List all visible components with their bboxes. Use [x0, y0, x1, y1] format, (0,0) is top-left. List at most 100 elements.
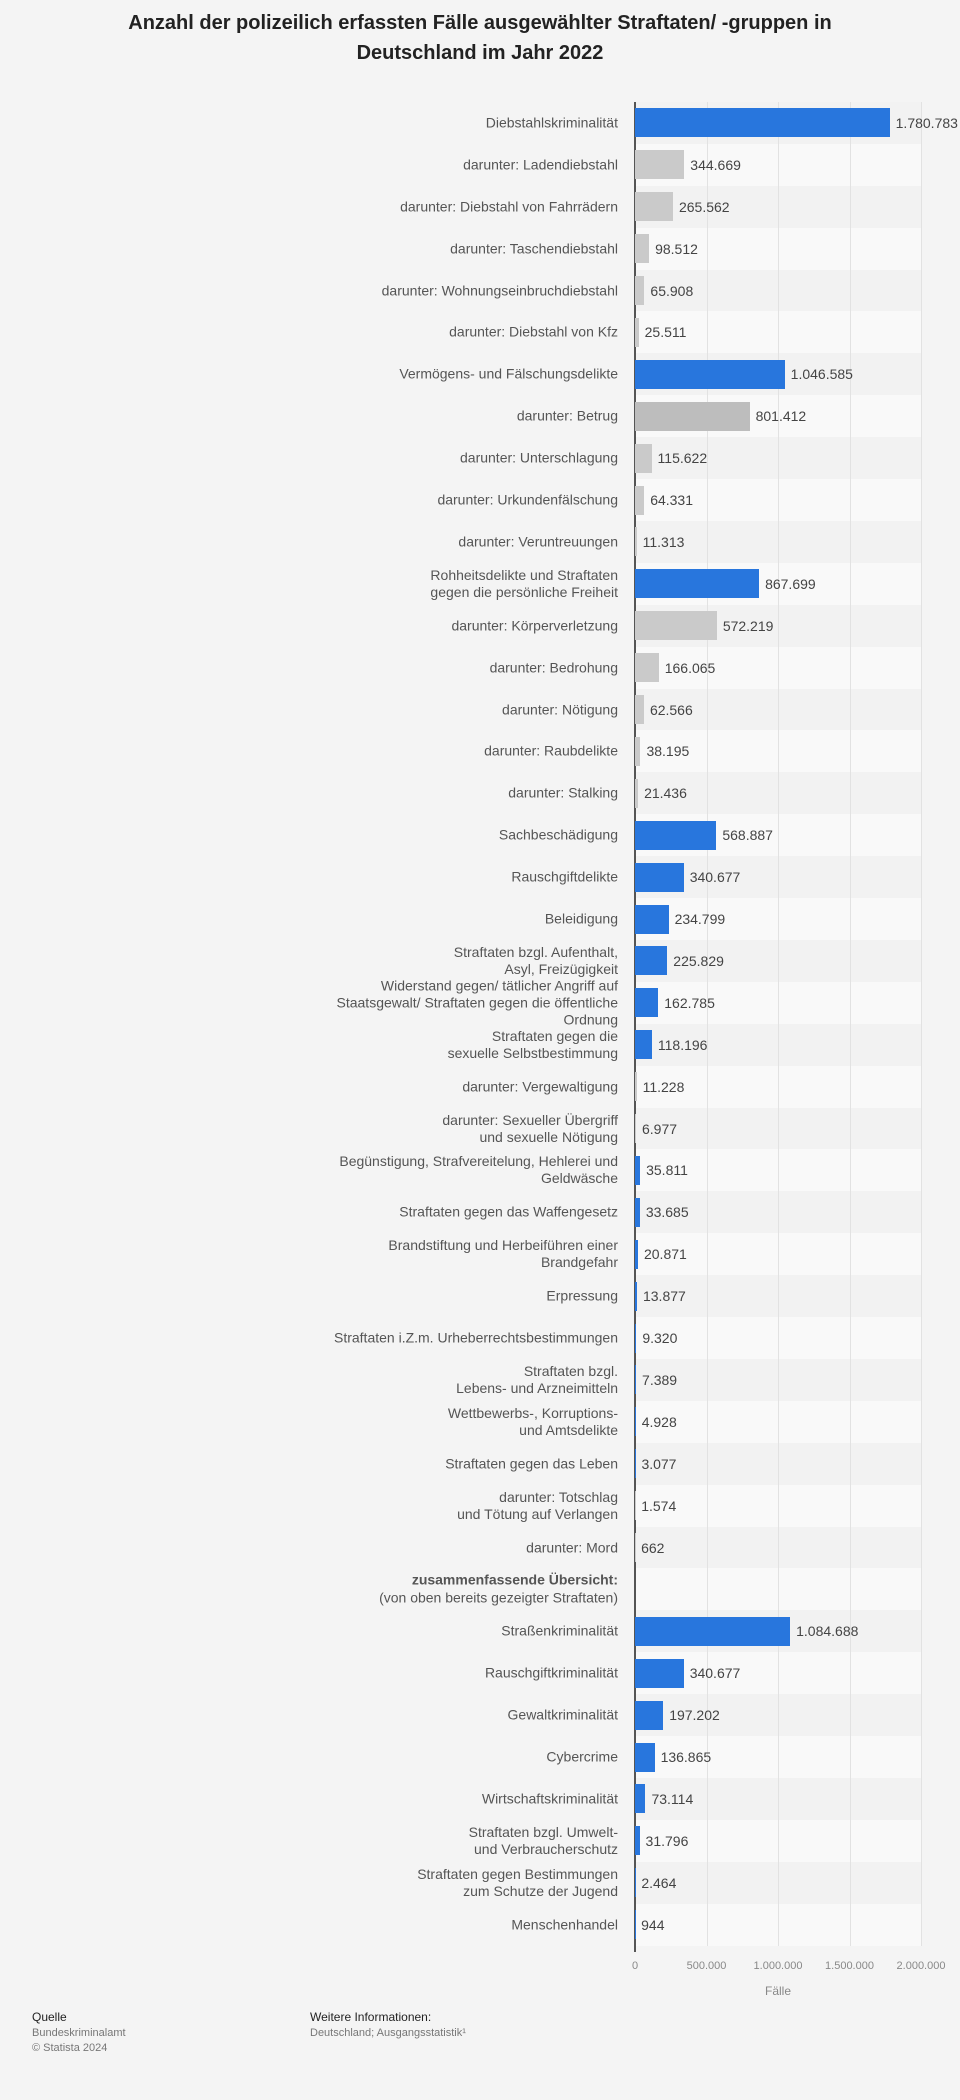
value-label: 572.219 — [722, 617, 774, 634]
category-label: darunter: Unterschlagung — [460, 449, 618, 466]
category-label: Straßenkriminalität — [501, 1622, 618, 1639]
value-label: 1.046.585 — [790, 366, 853, 383]
x-tick-label: 1.500.000 — [825, 1959, 874, 1972]
category-label: Straftaten bzgl. Aufenthalt, Asyl, Freiz… — [453, 943, 618, 977]
bar — [635, 1155, 641, 1185]
bar — [635, 1910, 636, 1940]
bar — [635, 1826, 640, 1856]
category-label: Sachbeschädigung — [498, 826, 618, 843]
category-label: Straftaten gegen Bestimmungen zum Schutz… — [417, 1865, 618, 1899]
section-title: zusammenfassende Übersicht: — [411, 1571, 618, 1588]
value-label: 568.887 — [722, 827, 773, 844]
bar — [635, 150, 685, 180]
bar — [635, 653, 659, 683]
bar — [635, 1407, 636, 1437]
category-label: Brandstiftung und Herbeiführen einer Bra… — [388, 1237, 618, 1271]
value-label: 197.202 — [669, 1707, 720, 1724]
bar — [635, 611, 717, 641]
bar — [635, 1365, 637, 1395]
source-heading: Quelle — [32, 2010, 67, 2024]
bar — [635, 778, 639, 808]
category-label: Straftaten bzgl. Lebens- und Arzneimitte… — [456, 1362, 618, 1396]
bar — [635, 1114, 636, 1144]
x-tick-label: 500.000 — [686, 1959, 727, 1972]
bar — [635, 820, 717, 850]
category-label: Menschenhandel — [511, 1916, 618, 1933]
value-label: 867.699 — [765, 575, 816, 592]
value-label: 73.114 — [651, 1790, 694, 1807]
value-label: 801.412 — [755, 408, 807, 425]
category-label: Rauschgiftdelikte — [511, 868, 618, 885]
category-label: darunter: Diebstahl von Kfz — [449, 323, 618, 340]
category-label: Cybercrime — [546, 1748, 618, 1765]
category-label: Straftaten i.Z.m. Urheberrechtsbestimmun… — [333, 1329, 618, 1346]
bar — [635, 1323, 637, 1353]
bar — [635, 695, 644, 725]
category-label: darunter: Totschlag und Tötung auf Verla… — [457, 1488, 618, 1522]
bar — [635, 904, 669, 934]
category-label: darunter: Körperverletzung — [451, 617, 618, 634]
bar — [635, 527, 637, 557]
bar — [635, 988, 659, 1018]
bar — [635, 1658, 684, 1688]
category-label: Straftaten gegen das Leben — [445, 1455, 618, 1472]
value-label: 234.799 — [674, 911, 726, 928]
bar — [635, 276, 645, 306]
bar — [635, 1784, 646, 1814]
category-label: Gewaltkriminalität — [507, 1706, 618, 1723]
grid-line — [921, 102, 922, 1946]
value-label: 31.796 — [645, 1832, 689, 1849]
bar — [635, 401, 750, 431]
bar — [635, 234, 650, 264]
category-label: Begünstigung, Strafvereitelung, Hehlerei… — [339, 1153, 618, 1187]
value-label: 944 — [641, 1916, 665, 1933]
value-label: 115.622 — [657, 450, 708, 467]
value-label: 11.228 — [642, 1078, 685, 1095]
category-label: darunter: Taschendiebstahl — [450, 240, 618, 257]
info-heading: Weitere Informationen: — [310, 2010, 432, 2024]
category-label: Erpressung — [546, 1287, 618, 1304]
category-label: Vermögens- und Fälschungsdelikte — [399, 365, 618, 382]
bar — [635, 1491, 636, 1521]
source: Bundeskriminalamt — [32, 2027, 126, 2039]
x-tick-label: 1.000.000 — [753, 1959, 803, 1972]
info: Deutschland; Ausgangsstatistik¹ — [310, 2027, 466, 2039]
bar — [635, 1533, 636, 1563]
bar — [635, 1281, 637, 1311]
value-label: 1.084.688 — [796, 1623, 859, 1640]
bar — [635, 862, 684, 892]
category-label: darunter: Bedrohung — [489, 659, 618, 676]
bar — [635, 1072, 637, 1102]
value-label: 166.065 — [664, 659, 716, 676]
value-label: 225.829 — [673, 952, 724, 969]
bar — [635, 192, 673, 222]
bar — [635, 1239, 638, 1269]
value-label: 33.685 — [645, 1204, 689, 1221]
value-label: 2.464 — [641, 1874, 677, 1891]
bar — [635, 359, 785, 389]
value-label: 265.562 — [678, 198, 730, 215]
category-label: Wettbewerbs-, Korruptions- und Amtsdelik… — [447, 1404, 618, 1438]
category-label: Rohheitsdelikte und Straftaten gegen die… — [430, 566, 618, 600]
value-label: 4.928 — [641, 1413, 677, 1430]
bar — [635, 108, 890, 138]
value-label: 64.331 — [650, 492, 694, 509]
bar — [635, 1700, 664, 1730]
category-label: Straftaten bzgl. Umwelt- und Verbraucher… — [468, 1823, 618, 1857]
category-label: Widerstand gegen/ tätlicher Angriff auf … — [336, 977, 619, 1028]
grid-line — [778, 102, 779, 1946]
x-tick-label: 0 — [631, 1959, 639, 1972]
value-label: 162.785 — [664, 994, 715, 1011]
bar — [635, 443, 652, 473]
category-label: darunter: Wohnungseinbruchdiebstahl — [381, 282, 618, 299]
value-label: 13.877 — [642, 1288, 686, 1305]
value-label: 7.389 — [642, 1371, 678, 1388]
value-label: 25.511 — [644, 324, 687, 341]
category-label: darunter: Veruntreuungen — [458, 533, 618, 550]
x-axis-title: Fälle — [764, 1983, 792, 1998]
value-label: 35.811 — [646, 1162, 688, 1179]
section-note: (von oben bereits gezeigter Straftaten) — [379, 1589, 618, 1606]
value-label: 38.195 — [646, 743, 690, 760]
value-label: 1.780.783 — [895, 114, 958, 131]
